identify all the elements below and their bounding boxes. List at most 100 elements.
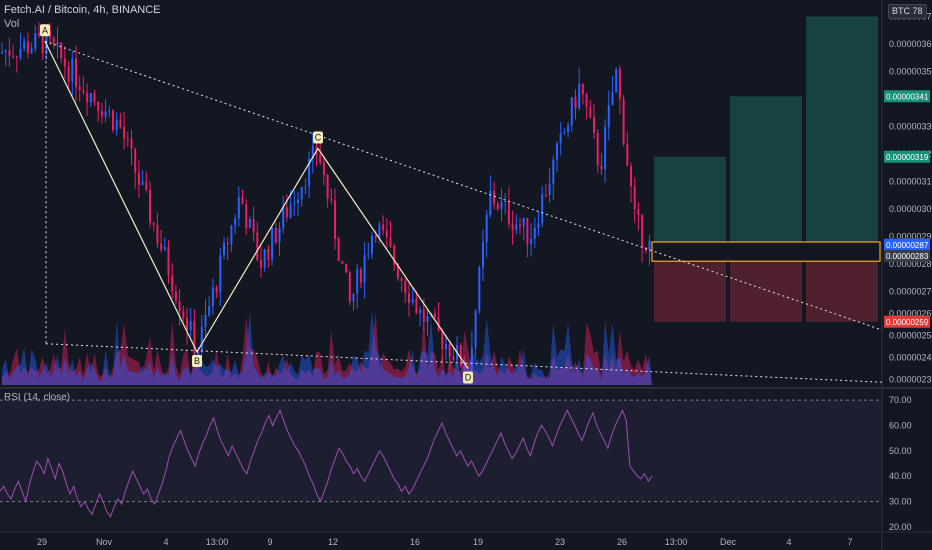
- time-tick-label: 29: [37, 537, 47, 547]
- candle-body: [611, 92, 614, 106]
- candle-body: [633, 186, 636, 210]
- rsi-band: [0, 400, 882, 502]
- candle-body: [533, 227, 536, 239]
- price-badge-bg: [884, 315, 930, 328]
- time-tick-label: 4: [163, 537, 168, 547]
- price-tick-label: 0.00000290: [889, 232, 932, 242]
- time-tick-label: 9: [267, 537, 272, 547]
- candle-body: [419, 309, 422, 314]
- candle-body: [589, 107, 592, 118]
- candle-body: [19, 48, 22, 58]
- candle-body: [108, 110, 111, 112]
- candle-body: [234, 218, 237, 226]
- candle-body: [641, 214, 644, 248]
- price-badge-label: 0.00000341: [886, 92, 929, 101]
- candle-body: [8, 50, 11, 56]
- price-badge-label: 0.00000259: [886, 318, 929, 327]
- candle-body: [41, 35, 44, 54]
- symbol-title: Fetch.AI / Bitcoin, 4h, BINANCE: [4, 4, 161, 16]
- candle-body: [378, 224, 381, 238]
- candle-body: [171, 275, 174, 292]
- candle-body: [548, 183, 551, 196]
- candle-body: [452, 356, 455, 360]
- candle-body: [208, 305, 211, 316]
- candle-body: [574, 97, 577, 109]
- candle-body: [126, 138, 129, 140]
- pattern-point-badge: [192, 355, 202, 367]
- candle-body: [552, 159, 555, 184]
- candle-body: [411, 298, 414, 303]
- pattern-point-badge: [40, 24, 50, 37]
- candle-body: [581, 83, 584, 95]
- candle-body: [204, 315, 207, 327]
- candle-body: [49, 30, 52, 38]
- candle-body: [189, 321, 192, 331]
- candle-body: [389, 237, 392, 247]
- candle-body: [359, 269, 362, 283]
- entry-box: [651, 241, 881, 262]
- candle-body: [607, 105, 610, 128]
- rsi-tick-label: 70.00: [889, 395, 912, 405]
- candle-body: [237, 197, 240, 219]
- price-badge: 0.00000341: [884, 90, 930, 103]
- pattern-point-a: A: [40, 24, 50, 37]
- price-tick-label: 0.00000280: [889, 259, 932, 269]
- candle-body: [396, 264, 399, 279]
- candle-body: [230, 225, 233, 245]
- candle-body: [500, 201, 503, 210]
- pattern-point-badge: [313, 131, 323, 144]
- candle-body: [26, 41, 29, 53]
- currency-badge[interactable]: BTC 78: [888, 4, 927, 19]
- candle-body: [263, 248, 266, 268]
- price-badge: 0.00000283: [884, 249, 930, 262]
- candle-body: [104, 111, 107, 117]
- candle-body: [163, 246, 166, 250]
- candle-body: [507, 201, 510, 224]
- candle-body: [226, 242, 229, 245]
- candle-body: [100, 110, 103, 117]
- candle-body: [570, 97, 573, 126]
- rsi-panel-bg: [0, 390, 882, 532]
- candle-body: [267, 248, 270, 260]
- time-tick-label: 13:00: [665, 537, 688, 547]
- loss-zone: [806, 261, 878, 322]
- candle-body: [89, 93, 92, 103]
- candle-body: [615, 68, 618, 93]
- volume-label: Vol: [4, 18, 20, 30]
- candle-body: [149, 190, 151, 223]
- candle-body: [67, 66, 70, 82]
- candle-body: [474, 310, 477, 348]
- candle-body: [345, 263, 348, 273]
- price-tick-label: 0.00000360: [889, 39, 932, 49]
- pattern-point-badge: [463, 371, 473, 384]
- currency-label: BTC: [892, 6, 910, 16]
- candle-body: [167, 246, 170, 276]
- candle-body: [219, 255, 222, 292]
- candle-body: [252, 218, 255, 233]
- price-badge-label: 0.00000287: [886, 241, 929, 250]
- candle-body: [371, 235, 373, 254]
- candle-body: [241, 197, 244, 205]
- candle-body: [86, 92, 89, 103]
- price-badge-label: 0.00000283: [886, 252, 929, 261]
- candle-body: [404, 280, 407, 294]
- candle-body: [12, 55, 15, 57]
- candle-body: [433, 313, 436, 318]
- candle-body: [544, 194, 547, 196]
- volume-up-area: [2, 309, 652, 385]
- candle-body: [119, 119, 122, 127]
- candle-body: [519, 224, 521, 227]
- candle-body: [330, 198, 333, 201]
- candle-body: [34, 33, 37, 49]
- candle-body: [426, 316, 429, 322]
- time-tick-label: 13:00: [206, 537, 229, 547]
- candle-body: [56, 42, 59, 45]
- pattern-point-b: B: [192, 355, 202, 367]
- candle-body: [393, 246, 396, 265]
- candle-body: [197, 352, 200, 355]
- candle-body: [141, 182, 144, 185]
- time-tick-label: Nov: [96, 537, 113, 547]
- candle-body: [319, 154, 322, 163]
- candle-body: [71, 58, 74, 82]
